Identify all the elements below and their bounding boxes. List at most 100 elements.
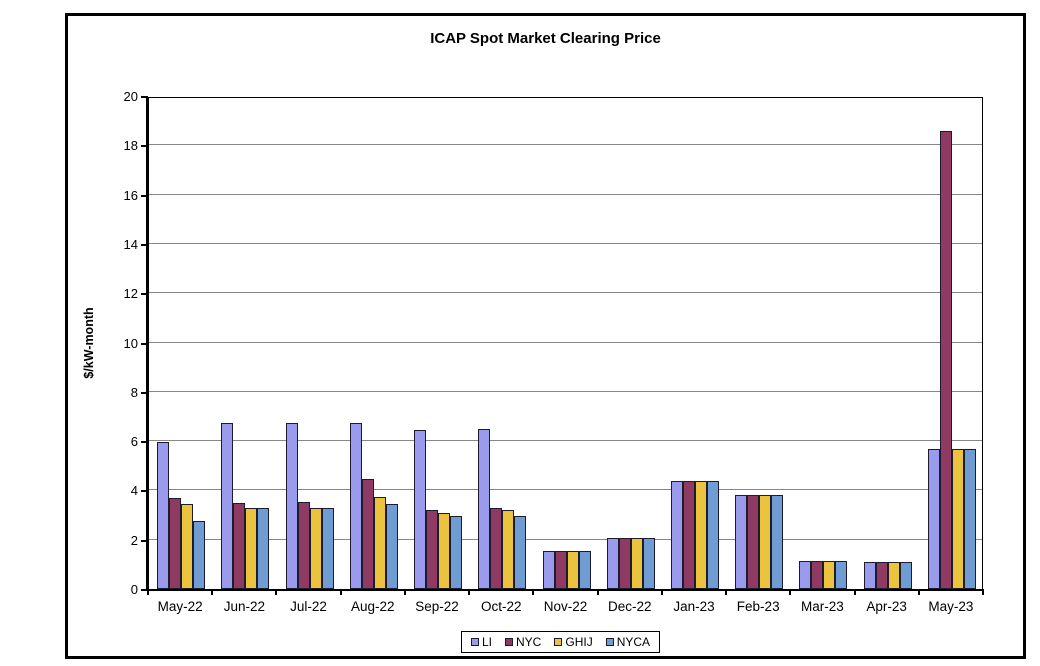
x-tick-mark-3 [339,590,342,595]
bar-NYC-Feb-23 [747,495,760,589]
x-tick-mark-11 [853,590,856,595]
bar-NYC-May-22 [169,497,182,589]
legend-marker-GHIJ [554,638,563,646]
bar-GHIJ-Oct-22 [502,510,515,589]
bar-NYCA-Nov-22 [578,550,591,589]
gridline-16 [149,193,982,195]
bar-NYC-Jun-22 [233,502,246,589]
x-tick-label-Oct-22: Oct-22 [481,599,522,614]
bar-GHIJ-Dec-22 [630,538,643,589]
bar-NYCA-May-23 [963,448,976,589]
bar-NYC-Aug-22 [361,479,374,589]
legend-label-NYC: NYC [516,635,542,649]
bar-LI-Jul-22 [285,422,298,589]
bar-LI-May-23 [927,448,940,589]
bar-NYCA-Oct-22 [514,516,527,589]
x-tick-mark-12 [917,590,920,595]
y-axis-title: $/kW-month [82,307,96,379]
bar-GHIJ-Jul-22 [309,507,322,589]
legend-marker-LI [471,638,479,646]
y-tick-label-20: 20 [123,89,138,104]
x-tick-label-Apr-23: Apr-23 [866,599,907,614]
legend-label-NYCA: NYCA [616,635,651,649]
x-tick-label-Mar-23: Mar-23 [801,599,844,614]
y-tick-mark-2 [141,539,147,542]
legend-items: LI NYC GHIJ NYCA [471,636,650,648]
x-tick-label-Nov-22: Nov-22 [543,599,588,614]
bar-GHIJ-Nov-22 [566,550,579,589]
y-tick-label-6: 6 [130,434,138,450]
legend-marker-NYCA [605,638,614,646]
bar-NYCA-Jul-22 [321,507,334,589]
y-tick-mark-4 [141,490,147,493]
chart-title: ICAP Spot Market Clearing Price [430,30,661,47]
legend-item-NYC: NYC [505,636,541,648]
x-tick-mark-7 [596,590,599,595]
bar-NYCA-Mar-23 [835,560,848,589]
bar-NYC-Jan-23 [682,480,695,589]
gridline-10 [149,341,982,343]
y-tick-label-2: 2 [130,532,138,548]
x-tick-mark-5 [468,590,471,595]
bar-GHIJ-May-22 [181,503,194,589]
x-tick-mark-1 [211,590,214,595]
x-tick-label-Sep-22: Sep-22 [415,599,459,614]
gridline-2 [149,538,982,540]
bar-LI-Jun-22 [221,422,234,589]
bar-LI-Sep-22 [414,430,427,589]
bar-NYCA-Jun-22 [257,507,270,589]
x-tick-mark-0 [147,590,149,595]
bar-GHIJ-Feb-23 [759,495,772,589]
bar-NYCA-May-22 [193,521,206,589]
bar-NYC-Dec-22 [618,538,631,589]
x-tick-label-Jan-23: Jan-23 [673,599,715,614]
y-tick-mark-14 [141,243,147,246]
bar-NYCA-Dec-22 [642,538,655,589]
x-tick-label-Aug-22: Aug-22 [351,599,395,614]
bar-NYC-Mar-23 [811,560,824,589]
x-tick-mark-9 [725,590,728,595]
x-tick-mark-2 [275,590,278,595]
gridline-6 [149,440,982,442]
bar-GHIJ-May-23 [951,448,964,589]
y-tick-mark-16 [141,194,147,197]
bar-LI-Aug-22 [349,422,362,589]
y-tick-label-12: 12 [123,286,138,302]
bar-LI-Apr-23 [863,561,876,589]
y-tick-label-8: 8 [130,384,138,400]
y-axis-line [146,96,148,591]
bar-LI-Jan-23 [670,480,683,589]
bar-GHIJ-Aug-22 [373,496,386,589]
legend-label-LI: LI [482,635,493,649]
gridline-8 [149,390,982,392]
x-tick-mark-4 [403,590,406,595]
gridline-12 [149,292,982,294]
bar-LI-Nov-22 [542,550,555,589]
y-tick-label-16: 16 [123,187,138,203]
bar-NYC-Apr-23 [875,561,888,589]
y-tick-mark-10 [141,342,147,345]
y-tick-mark-12 [141,293,147,296]
bar-NYC-Nov-22 [554,550,567,589]
legend-item-NYCA: NYCA [605,635,651,649]
x-tick-label-May-23: May-23 [928,599,974,614]
bar-NYC-Jul-22 [297,501,310,589]
x-tick-label-Jul-22: Jul-22 [290,599,327,614]
x-tick-label-May-22: May-22 [157,599,203,614]
bar-GHIJ-Jun-22 [245,507,258,589]
y-tick-mark-20 [141,96,147,98]
y-tick-label-10: 10 [123,335,138,351]
bar-LI-Oct-22 [478,428,491,589]
y-tick-label-4: 4 [130,483,138,499]
x-tick-mark-8 [660,590,663,595]
bar-NYCA-Aug-22 [385,503,398,589]
bar-NYC-Sep-22 [426,510,439,589]
legend-item-GHIJ: GHIJ [554,636,593,648]
y-tick-mark-18 [141,145,147,148]
y-tick-mark-6 [141,441,147,444]
x-axis-line [146,589,984,591]
bar-GHIJ-Apr-23 [887,561,900,589]
x-tick-label-Dec-22: Dec-22 [607,599,652,614]
y-tick-mark-0 [141,589,147,591]
